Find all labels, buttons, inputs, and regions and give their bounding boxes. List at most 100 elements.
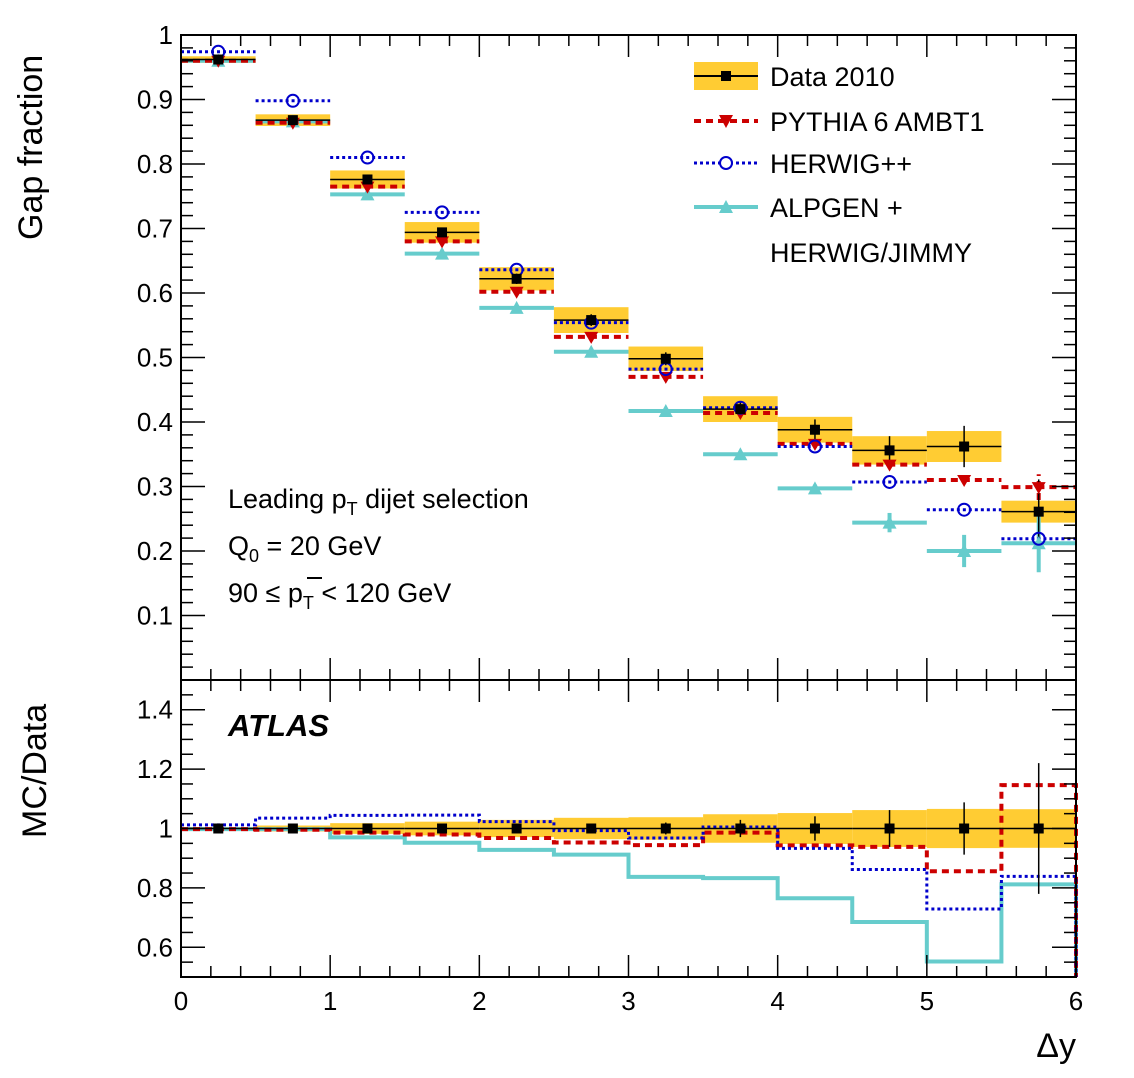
pythia-point	[435, 236, 450, 249]
data-point	[437, 227, 448, 238]
y-tick-label: 0.2	[137, 536, 173, 566]
data-point	[213, 54, 224, 65]
main-panel: 0.1 0.2 0.3 0.4 0.5 0.6 0.7 0.8 0.9 1	[137, 20, 1077, 681]
pt-range-subscript: T	[303, 593, 314, 613]
ratio-y-tick-label: 1.4	[137, 695, 173, 725]
data-point	[586, 315, 597, 326]
ratio-y-tick-label: 0.6	[137, 932, 173, 962]
data-point	[735, 404, 746, 415]
selection-label: Leading p	[228, 484, 347, 514]
pt-range-rest: < 120 GeV	[314, 578, 451, 608]
selection-rest: dijet selection	[358, 484, 529, 514]
ratio-y-axis-title: MC/Data	[16, 704, 54, 838]
ratio-data-point	[586, 823, 597, 834]
legend-pythia-marker	[719, 115, 733, 128]
y-tick-label: 0.6	[137, 278, 173, 308]
herwig-point	[435, 205, 450, 220]
ratio-data-point	[362, 823, 373, 834]
pt-range-p: p	[288, 578, 303, 608]
ratio-step-alpgen	[181, 827, 1078, 977]
q0-annotation: Q0 = 20 GeV	[228, 531, 381, 566]
x-tick-label: 0	[174, 986, 188, 1016]
pythia-point	[957, 475, 972, 488]
y-tick-label: 0.3	[137, 472, 173, 502]
q0-label: Q	[228, 531, 249, 561]
data-point	[511, 273, 522, 284]
herwig-point	[957, 502, 972, 517]
data-point	[884, 445, 895, 456]
legend-alpgen-marker	[719, 200, 733, 213]
ratio-data-point	[959, 823, 970, 834]
ratio-y-tick-label: 1.2	[137, 754, 173, 784]
data-point	[362, 174, 373, 185]
ratio-data-point	[660, 823, 671, 834]
ratio-y-tick-label: 0.8	[137, 873, 173, 903]
ratio-step-herwig	[181, 813, 1078, 977]
q0-rest: = 20 GeV	[259, 531, 381, 561]
pythia-point	[360, 181, 375, 194]
alpgen-point	[1031, 536, 1046, 550]
ratio-data-point	[809, 823, 820, 834]
ratio-data-point	[437, 823, 448, 834]
herwig-point	[1031, 531, 1046, 546]
data-point	[660, 353, 671, 364]
y-axis-title: Gap fraction	[12, 55, 50, 240]
y-tick-label: 0.8	[137, 149, 173, 179]
x-axis-title: Δy	[1036, 1027, 1076, 1065]
legend-data-label: Data 2010	[770, 62, 895, 92]
pythia-point	[509, 286, 524, 299]
data-point	[1033, 506, 1044, 517]
legend-alpgen-label: ALPGEN +	[770, 193, 903, 223]
alpgen-point	[584, 344, 599, 358]
selection-annotation: Leading pT dijet selection	[228, 484, 529, 519]
legend-pythia-label: PYTHIA 6 AMBT1	[770, 107, 985, 137]
ratio-data-point	[1033, 823, 1044, 834]
legend-data-marker	[721, 71, 731, 81]
pt-range-pre: 90 ≤	[228, 578, 288, 608]
selection-subscript: T	[347, 499, 358, 519]
pythia-point	[584, 331, 599, 344]
x-tick-label: 6	[1069, 986, 1083, 1016]
alpgen-point	[733, 447, 748, 461]
herwig-point	[882, 474, 897, 489]
x-tick-label: 3	[621, 986, 635, 1016]
alpgen-point	[807, 481, 822, 495]
legend-herwig-label: HERWIG++	[770, 149, 912, 179]
alpgen-point	[509, 300, 524, 314]
y-tick-label: 0.4	[137, 407, 173, 437]
ratio-data-point	[287, 823, 298, 834]
herwig-point	[285, 93, 300, 108]
pythia-point	[882, 459, 897, 472]
ratio-data-point	[884, 823, 895, 834]
y-tick-label: 1	[159, 20, 173, 50]
herwig-point	[360, 150, 375, 165]
atlas-label: ATLAS	[227, 708, 329, 743]
pythia-point	[1031, 482, 1046, 495]
alpgen-point	[658, 404, 673, 418]
ratio-data-point	[735, 823, 746, 834]
alpgen-point	[360, 187, 375, 201]
data-point	[809, 424, 820, 435]
y-tick-label: 0.5	[137, 343, 173, 373]
q0-subscript: 0	[249, 546, 259, 566]
x-tick-label: 1	[323, 986, 337, 1016]
x-tick-label: 2	[472, 986, 486, 1016]
data-point	[287, 115, 298, 126]
ratio-data-point	[511, 823, 522, 834]
ratio-data-point	[213, 823, 224, 834]
y-tick-label: 0.9	[137, 85, 173, 115]
x-tick-label: 5	[920, 986, 934, 1016]
y-tick-label: 0.7	[137, 214, 173, 244]
herwig-point	[807, 439, 822, 454]
ratio-y-tick-label: 1	[159, 814, 173, 844]
alpgen-point	[435, 246, 450, 260]
pt-range-annotation: 90 ≤ pT < 120 GeV	[228, 578, 451, 613]
ratio-panel: 0.6 0.8 1 1.2 1.4 0 1 2 3 4 5 6	[137, 679, 1083, 1016]
data-point	[959, 441, 970, 452]
alpgen-point	[882, 515, 897, 529]
legend-alpgen-label-line2: HERWIG/JIMMY	[770, 238, 972, 268]
legend-herwig-marker	[719, 156, 733, 170]
legend: Data 2010 PYTHIA 6 AMBT1 HERWIG++ ALPGEN…	[694, 62, 985, 268]
y-tick-label: 0.1	[137, 601, 173, 631]
